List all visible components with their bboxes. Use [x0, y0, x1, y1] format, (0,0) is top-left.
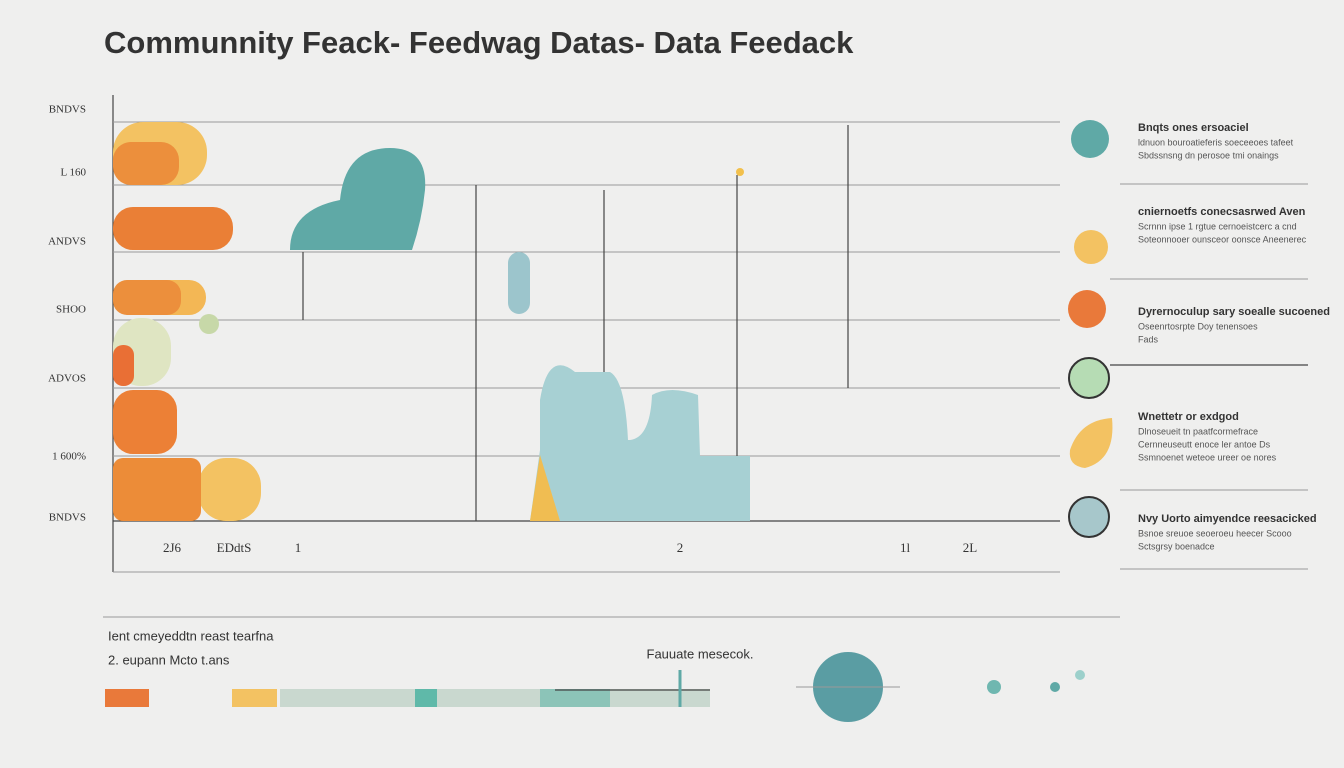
blob: [113, 142, 179, 185]
blob: [113, 207, 233, 250]
legend-line: Dlnoseueit tn paatfcormefrace: [1138, 426, 1258, 436]
blob: [530, 455, 560, 521]
legend-dot: [1074, 230, 1108, 264]
y-label: L 160: [60, 167, 86, 179]
y-label: BNDVS: [49, 104, 86, 116]
legend-line: Cernneuseutt enoce ler antoe Ds: [1138, 439, 1271, 449]
legend-line: Sbdssnsng dn perosoe tmi onaings: [1138, 150, 1279, 160]
blob: [113, 390, 177, 454]
legend-dot: [1068, 496, 1110, 538]
footer-caption: Fauuate mesecok.: [647, 646, 754, 661]
legend-line: Bsnoe sreuoe seoeroeu heecer Scooo: [1138, 528, 1292, 538]
shapes: [113, 122, 750, 521]
title: Communnity Feack- Feedwag Datas- Data Fe…: [104, 25, 854, 60]
dot: [1075, 670, 1085, 680]
blob: [113, 345, 134, 386]
legend-line: Fads: [1138, 334, 1159, 344]
blob: [113, 280, 181, 315]
legend-dot: [1069, 418, 1113, 468]
legend-line: Sctsgrsy boenadce: [1138, 541, 1215, 551]
x-label: 1l: [900, 540, 911, 555]
legend-dot: [1071, 120, 1109, 158]
blob: [290, 148, 426, 250]
legend-dot: [1068, 357, 1110, 399]
blob: [198, 458, 261, 521]
footer: Ient cmeyeddtn reast tearfna 2. eupann M…: [103, 616, 1120, 722]
blob: [113, 458, 201, 521]
legend-title: Nvy Uorto aimyendce reesacicked: [1138, 513, 1317, 525]
strip: [105, 689, 149, 707]
strip: [232, 689, 277, 707]
x-label: 1: [295, 540, 302, 555]
footer-line: 2. eupann Mcto t.ans: [108, 652, 230, 667]
x-label: EDdtS: [217, 540, 252, 555]
footer-line: Ient cmeyeddtn reast tearfna: [108, 628, 274, 643]
legend: Bnqts ones ersoaciel ldnuon bouroatieferi…: [1068, 120, 1330, 570]
dot: [736, 168, 744, 176]
legend-title: Wnettetr or exdgod: [1138, 411, 1239, 423]
dot: [199, 314, 219, 334]
x-label: 2L: [963, 540, 978, 555]
strip: [280, 689, 710, 707]
legend-line: ldnuon bouroatieferis soeceeoes tafeet: [1138, 137, 1294, 147]
strip: [540, 689, 610, 707]
legend-line: Soteonnooer ounsceor oonsce Aneenerec: [1138, 234, 1307, 244]
y-label: 1 600%: [52, 451, 86, 463]
y-label: SHOO: [56, 304, 86, 316]
y-label: ADVOS: [48, 373, 86, 385]
legend-title: Dyrernoculup sary soealle sucoened: [1138, 306, 1330, 318]
legend-line: Ssmnoenet weteoe ureer oe nores: [1138, 452, 1277, 462]
y-label: ANDVS: [48, 236, 86, 248]
legend-dot: [1068, 290, 1106, 328]
blob: [530, 365, 750, 521]
dot: [1050, 682, 1060, 692]
strip: [415, 689, 437, 707]
legend-title: cniernoetfs conecsasrwed Aven: [1138, 206, 1306, 218]
x-label: 2J6: [163, 540, 182, 555]
legend-title: Bnqts ones ersoaciel: [1138, 122, 1249, 134]
y-label: BNDVS: [49, 512, 86, 524]
dot: [987, 680, 1001, 694]
legend-line: Scrnnn ipse 1 rgtue cernoeistcerc a cnd: [1138, 221, 1297, 231]
y-labels: BNDVS L 160 ANDVS SHOO ADVOS 1 600% BNDV…: [48, 104, 86, 524]
blob: [508, 252, 530, 314]
x-label: 2: [677, 540, 684, 555]
x-labels: 2J6 EDdtS 1 2 1l 2L: [163, 540, 977, 555]
chart: BNDVS L 160 ANDVS SHOO ADVOS 1 600% BNDV…: [48, 95, 1060, 573]
legend-line: Oseenrtosrpte Doy tenensoes: [1138, 321, 1258, 331]
